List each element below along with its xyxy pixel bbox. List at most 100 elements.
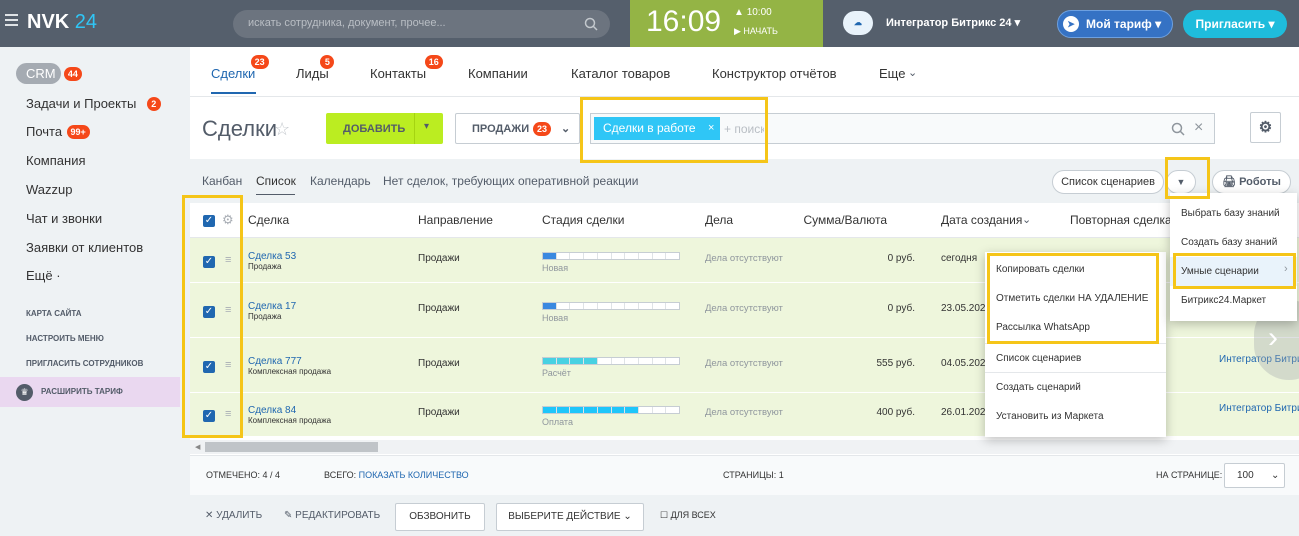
row-checkbox[interactable]: ✓: [203, 305, 215, 318]
menu-item[interactable]: Выбрать базу знаний: [1181, 208, 1280, 219]
filter-clear[interactable]: ×: [1194, 119, 1204, 136]
logo[interactable]: NVK 24: [27, 11, 97, 34]
sidebar-link[interactable]: НАСТРОИТЬ МЕНЮ: [26, 334, 104, 343]
row-checkbox[interactable]: ✓: [203, 255, 215, 268]
filter-box[interactable]: Сделки в работе × + поиск ×: [590, 113, 1215, 144]
column-header[interactable]: Сделка: [248, 213, 290, 227]
menu-item[interactable]: Рассылка WhatsApp: [996, 322, 1090, 333]
tab[interactable]: Сделки: [211, 66, 256, 81]
pages-value[interactable]: 1: [778, 470, 784, 480]
stage-bar: [542, 251, 680, 260]
deal-responsible[interactable]: Интегратор Битрикс 24: [1219, 353, 1299, 365]
tab[interactable]: Контакты: [370, 66, 427, 81]
time-block[interactable]: 16:09 ▲ 10:00 ▶ НАЧАТЬ: [630, 0, 823, 47]
row-checkbox[interactable]: ✓: [203, 410, 215, 422]
row-drag-handle[interactable]: ≡: [225, 303, 232, 316]
portal-name[interactable]: Интегратор Битрикс 24 ▾: [886, 17, 1021, 29]
category-select[interactable]: ПРОДАЖИ 23 ⌄: [455, 113, 580, 144]
stage-segment: [597, 357, 612, 364]
column-header[interactable]: Дата создания: [941, 213, 1023, 227]
menu-item[interactable]: Почта: [26, 124, 63, 139]
favorite-star[interactable]: ☆: [274, 119, 291, 139]
delete-action[interactable]: ✕ УДАЛИТЬ: [205, 510, 263, 521]
stage-segment: [652, 357, 667, 364]
scenarios-button[interactable]: Список сценариев: [1052, 170, 1164, 194]
choose-action-select[interactable]: ВЫБЕРИТЕ ДЕЙСТВИЕ ⌄: [496, 503, 644, 531]
tab[interactable]: Компании: [468, 66, 528, 81]
view-tab[interactable]: Канбан: [202, 174, 243, 188]
deal-name[interactable]: Сделка 53: [248, 250, 297, 262]
tab[interactable]: Каталог товаров: [571, 66, 671, 81]
menu-item[interactable]: Битрикс24.Маркет: [1181, 295, 1267, 306]
menu-item-active-bg[interactable]: [16, 63, 61, 84]
column-header[interactable]: Стадия сделки: [542, 213, 625, 227]
search-box[interactable]: искать сотрудника, документ, прочее...: [233, 10, 610, 38]
tab[interactable]: Конструктор отчётов: [712, 66, 837, 81]
menu-item[interactable]: CRM: [26, 66, 56, 81]
column-settings[interactable]: ⚙: [222, 212, 234, 227]
select-all-checkbox[interactable]: ✓: [203, 215, 215, 227]
view-tab[interactable]: Список: [256, 174, 296, 188]
search-icon: [584, 17, 598, 31]
column-header[interactable]: Дела: [705, 213, 734, 227]
stage-segment: [666, 407, 680, 413]
row-drag-handle[interactable]: ≡: [225, 408, 232, 420]
row-checkbox[interactable]: ✓: [203, 360, 215, 373]
upgrade-label[interactable]: РАСШИРИТЬ ТАРИФ: [41, 387, 123, 396]
settings-button[interactable]: ⚙: [1250, 112, 1281, 143]
view-tab[interactable]: Календарь: [310, 174, 371, 188]
deal-direction: Продажи: [418, 302, 460, 314]
menu-item[interactable]: Установить из Маркета: [996, 411, 1104, 422]
stage-segment: [597, 407, 612, 413]
sidebar-link[interactable]: КАРТА САЙТА: [26, 309, 82, 318]
for-all-toggle[interactable]: ☐ ДЛЯ ВСЕХ: [660, 510, 716, 520]
filter-chip-remove[interactable]: ×: [708, 122, 715, 134]
menu-item[interactable]: Wazzup: [26, 182, 73, 197]
deal-name[interactable]: Сделка 777: [248, 355, 302, 367]
tab[interactable]: Лиды: [296, 66, 329, 81]
per-page-select[interactable]: 100 ⌄: [1224, 463, 1285, 488]
tab-arrow[interactable]: ⌄: [908, 67, 918, 79]
add-arrow[interactable]: ▾: [424, 121, 430, 132]
menu-item[interactable]: Создать базу знаний: [1181, 237, 1278, 248]
call-button[interactable]: ОБЗВОНИТЬ: [395, 503, 485, 531]
menu-item[interactable]: Компания: [26, 153, 86, 168]
menu-icon[interactable]: [5, 14, 18, 16]
deal-responsible[interactable]: Интегратор Битрикс 24: [1219, 403, 1299, 414]
scroll-left[interactable]: ◀: [195, 444, 201, 451]
scrollbar-thumb[interactable]: [205, 442, 378, 452]
stage-segment: [638, 252, 653, 259]
row-drag-handle[interactable]: ≡: [225, 253, 232, 266]
menu-item[interactable]: Ещё ·: [26, 268, 61, 283]
invite-button[interactable]: Пригласить ▾: [1183, 10, 1287, 38]
menu-item[interactable]: Чат и звонки: [26, 211, 103, 226]
menu-item[interactable]: Задачи и Проекты: [26, 96, 137, 111]
menu-item[interactable]: Умные сценарии: [1170, 257, 1297, 286]
total-link[interactable]: ПОКАЗАТЬ КОЛИЧЕСТВО: [358, 470, 469, 480]
column-header[interactable]: Повторная сделка: [1070, 213, 1172, 227]
deal-name[interactable]: Сделка 17: [248, 300, 297, 312]
column-header[interactable]: Сумма/Валюта: [803, 213, 888, 227]
menu-item[interactable]: Создать сценарий: [996, 382, 1081, 393]
add-button[interactable]: ДОБАВИТЬ ▾: [326, 113, 443, 144]
deal-name[interactable]: Сделка 84: [248, 405, 297, 416]
filter-search-icon[interactable]: [1171, 122, 1185, 136]
stage-segment: [652, 252, 667, 259]
menu-item[interactable]: Отметить сделки НА УДАЛЕНИЕ: [996, 293, 1149, 304]
pages-label: СТРАНИЦЫ:: [723, 470, 777, 480]
menu-item[interactable]: Заявки от клиентов: [26, 240, 144, 255]
start-workday[interactable]: ▶ НАЧАТЬ: [734, 26, 778, 36]
tariff-button[interactable]: ➤ Мой тариф ▾: [1057, 10, 1173, 38]
deal-sum: 0 руб.: [887, 302, 915, 314]
filter-chip[interactable]: Сделки в работе ×: [594, 117, 720, 140]
row-drag-handle[interactable]: ≡: [225, 358, 232, 371]
column-header[interactable]: Направление: [418, 213, 493, 227]
menu-item[interactable]: Список сценариев: [996, 353, 1082, 364]
sort-arrow: ⌄: [1022, 214, 1032, 226]
tariff-icon: ➤: [1063, 16, 1079, 32]
sidebar-link[interactable]: ПРИГЛАСИТЬ СОТРУДНИКОВ: [26, 359, 144, 368]
menu-item[interactable]: Копировать сделки: [996, 264, 1085, 275]
robots-button[interactable]: 🖨 Роботы: [1212, 170, 1291, 194]
edit-action[interactable]: ✎ РЕДАКТИРОВАТЬ: [284, 510, 381, 521]
tab[interactable]: Еще: [879, 66, 906, 81]
